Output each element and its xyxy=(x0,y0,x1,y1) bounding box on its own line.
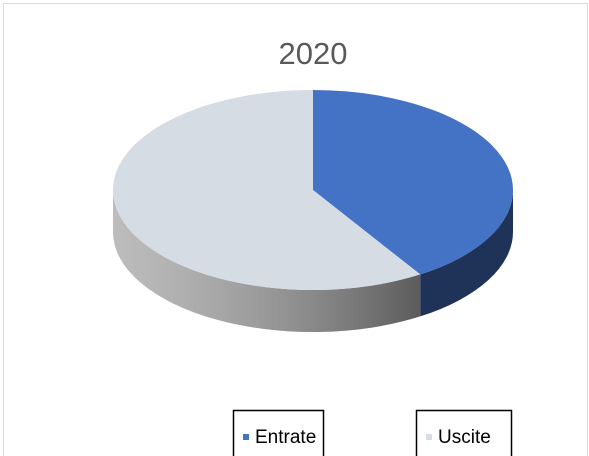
slice xyxy=(113,90,421,290)
legend-box xyxy=(232,409,325,456)
slice-side xyxy=(420,190,513,317)
legend-label: Entrate xyxy=(255,427,316,448)
legend-swatch xyxy=(426,434,432,440)
legend-box xyxy=(415,409,513,456)
slice xyxy=(313,90,514,275)
legend: Entrate Uscite xyxy=(232,409,513,456)
legend-label: Uscite xyxy=(438,427,491,448)
legend-swatch xyxy=(243,434,249,440)
pie xyxy=(113,90,514,332)
slice-side-shade xyxy=(113,190,421,332)
chart-title: 2020 xyxy=(279,36,348,71)
